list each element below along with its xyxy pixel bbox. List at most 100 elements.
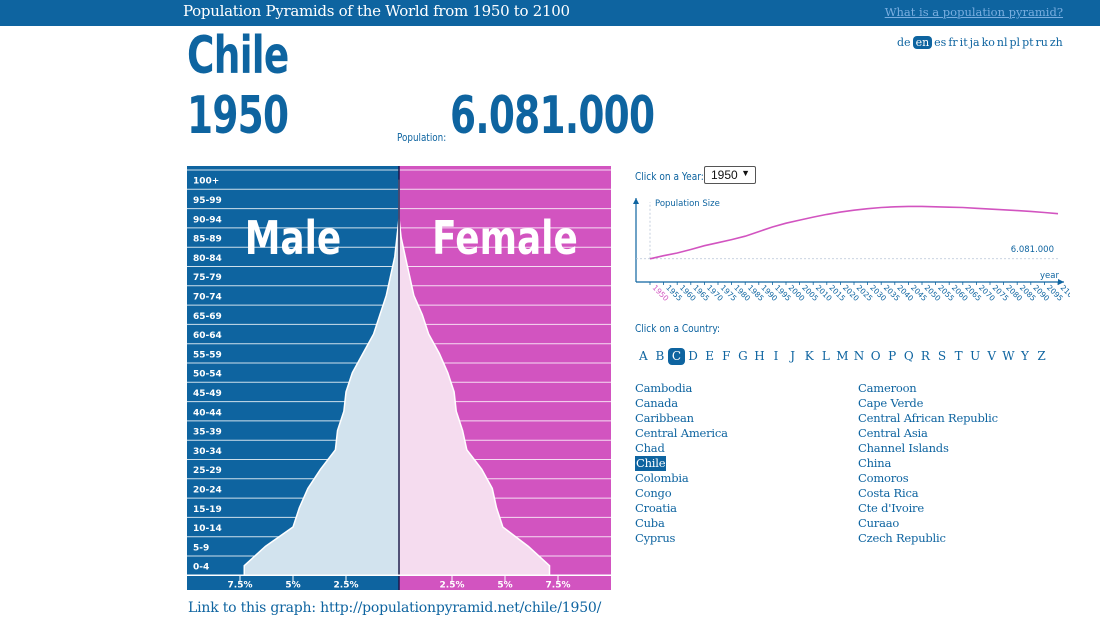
age-label: 50-54 — [193, 370, 222, 380]
country-link[interactable]: Curaao — [858, 516, 900, 530]
country-link[interactable]: Caribbean — [635, 411, 694, 425]
language-de[interactable]: de — [897, 36, 911, 49]
country-link[interactable]: Central America — [635, 426, 728, 440]
country-link[interactable]: Channel Islands — [858, 441, 949, 455]
country-list-column-2: Cameroon Cape Verde Central African Republ… — [858, 381, 998, 546]
age-label: 85-89 — [193, 235, 222, 245]
population-value: 6.081.000 — [450, 86, 655, 146]
country-link[interactable]: Central African Republic — [858, 411, 998, 425]
letter-p[interactable]: P — [888, 349, 897, 363]
country-link[interactable]: Czech Republic — [858, 531, 946, 545]
letter-t[interactable]: T — [954, 349, 963, 363]
year-dropdown-value: 1950 — [711, 168, 738, 182]
x-tick-label[interactable]: 2100 — [1059, 283, 1070, 303]
age-label: 95-99 — [193, 196, 222, 206]
country-row: Central African Republic — [858, 411, 998, 426]
letter-j[interactable]: J — [790, 349, 796, 363]
country-select-label: Click on a Country: — [635, 322, 721, 335]
country-row: Croatia — [635, 501, 728, 516]
country-link[interactable]: Chile — [635, 456, 667, 471]
letter-u[interactable]: U — [970, 349, 981, 363]
country-row: Cambodia — [635, 381, 728, 396]
permalink-text[interactable]: Link to this graph: http://populationpyr… — [188, 600, 602, 616]
country-row: Cameroon — [858, 381, 998, 396]
country-list-column-1: Cambodia Canada Caribbean Central America Ch… — [635, 381, 728, 546]
country-link[interactable]: Cuba — [635, 516, 665, 530]
language-it[interactable]: it — [959, 36, 968, 49]
age-label: 15-19 — [193, 505, 222, 515]
top-bar: Population Pyramids of the World from 19… — [0, 0, 1100, 26]
y-axis-label: Population Size — [655, 199, 720, 209]
letter-a[interactable]: A — [638, 349, 648, 363]
country-row: Curaao — [858, 516, 998, 531]
country-link[interactable]: Cameroon — [858, 381, 917, 395]
letter-c[interactable]: C — [668, 348, 685, 365]
letter-m[interactable]: M — [836, 349, 849, 363]
age-label: 100+ — [193, 177, 219, 187]
letter-z[interactable]: Z — [1037, 349, 1046, 363]
letter-e[interactable]: E — [705, 349, 715, 363]
language-zh[interactable]: zh — [1049, 36, 1063, 49]
letter-n[interactable]: N — [853, 349, 865, 363]
letter-q[interactable]: Q — [903, 349, 914, 363]
country-link[interactable]: Central Asia — [858, 426, 928, 440]
country-link[interactable]: Cape Verde — [858, 396, 924, 410]
language-pt[interactable]: pt — [1022, 36, 1034, 49]
year-title: 1950 — [187, 86, 289, 146]
age-label: 75-79 — [193, 273, 222, 283]
country-link[interactable]: Chad — [635, 441, 665, 455]
country-link[interactable]: Cte d'Ivoire — [858, 501, 924, 515]
letter-f[interactable]: F — [722, 349, 731, 363]
country-row: Comoros — [858, 471, 998, 486]
x-tick-label: 5% — [497, 580, 512, 590]
language-nl[interactable]: nl — [996, 36, 1008, 49]
letter-d[interactable]: D — [688, 349, 698, 363]
country-link[interactable]: Croatia — [635, 501, 677, 515]
language-ko[interactable]: ko — [981, 36, 995, 49]
country-row: Chile — [635, 456, 728, 471]
language-en[interactable]: en — [912, 36, 933, 49]
year-select-label: Click on a Year: — [635, 170, 704, 183]
country-link[interactable]: Colombia — [635, 471, 689, 485]
letter-w[interactable]: W — [1002, 349, 1015, 363]
letter-k[interactable]: K — [804, 349, 814, 363]
letter-y[interactable]: Y — [1020, 349, 1029, 363]
language-pl[interactable]: pl — [1009, 36, 1021, 49]
what-is-pyramid-link[interactable]: What is a population pyramid? — [884, 5, 1063, 19]
letter-l[interactable]: L — [821, 349, 830, 363]
language-fr[interactable]: fr — [948, 36, 958, 49]
country-row: Canada — [635, 396, 728, 411]
x-tick-label: 5% — [285, 580, 300, 590]
population-pyramid-chart: Male Female 0-4 5-9 10-14 15-19 20-24 25-29 30-3… — [187, 166, 611, 590]
chevron-down-icon: ▼ — [741, 168, 750, 178]
age-label: 60-64 — [193, 331, 222, 341]
letter-o[interactable]: O — [870, 349, 881, 363]
letter-s[interactable]: S — [937, 349, 947, 363]
letter-h[interactable]: H — [754, 349, 765, 363]
age-label: 65-69 — [193, 312, 222, 322]
age-label: 70-74 — [193, 292, 222, 302]
country-link[interactable]: Cyprus — [635, 531, 676, 545]
letter-v[interactable]: V — [987, 349, 997, 363]
year-dropdown[interactable]: 1950 ▼ — [704, 166, 756, 184]
site-title: Population Pyramids of the World from 19… — [183, 2, 570, 20]
language-es[interactable]: es — [934, 36, 947, 49]
country-link[interactable]: China — [858, 456, 892, 470]
country-row: Central America — [635, 426, 728, 441]
letter-i[interactable]: I — [773, 349, 779, 363]
letter-r[interactable]: R — [920, 349, 930, 363]
age-label: 20-24 — [193, 485, 222, 495]
country-link[interactable]: Costa Rica — [858, 486, 919, 500]
language-ja[interactable]: ja — [969, 36, 980, 49]
country-link[interactable]: Cambodia — [635, 381, 693, 395]
x-tick-label: 7.5% — [546, 580, 571, 590]
country-link[interactable]: Canada — [635, 396, 678, 410]
letter-b[interactable]: B — [655, 349, 665, 363]
country-link[interactable]: Congo — [635, 486, 672, 500]
x-axis-label: year — [1040, 271, 1059, 281]
language-ru[interactable]: ru — [1035, 36, 1048, 49]
age-label: 55-59 — [193, 350, 222, 360]
language-selector: de en es fr it ja ko nl pl pt ru zh — [897, 36, 1065, 49]
country-link[interactable]: Comoros — [858, 471, 909, 485]
letter-g[interactable]: G — [738, 349, 748, 363]
